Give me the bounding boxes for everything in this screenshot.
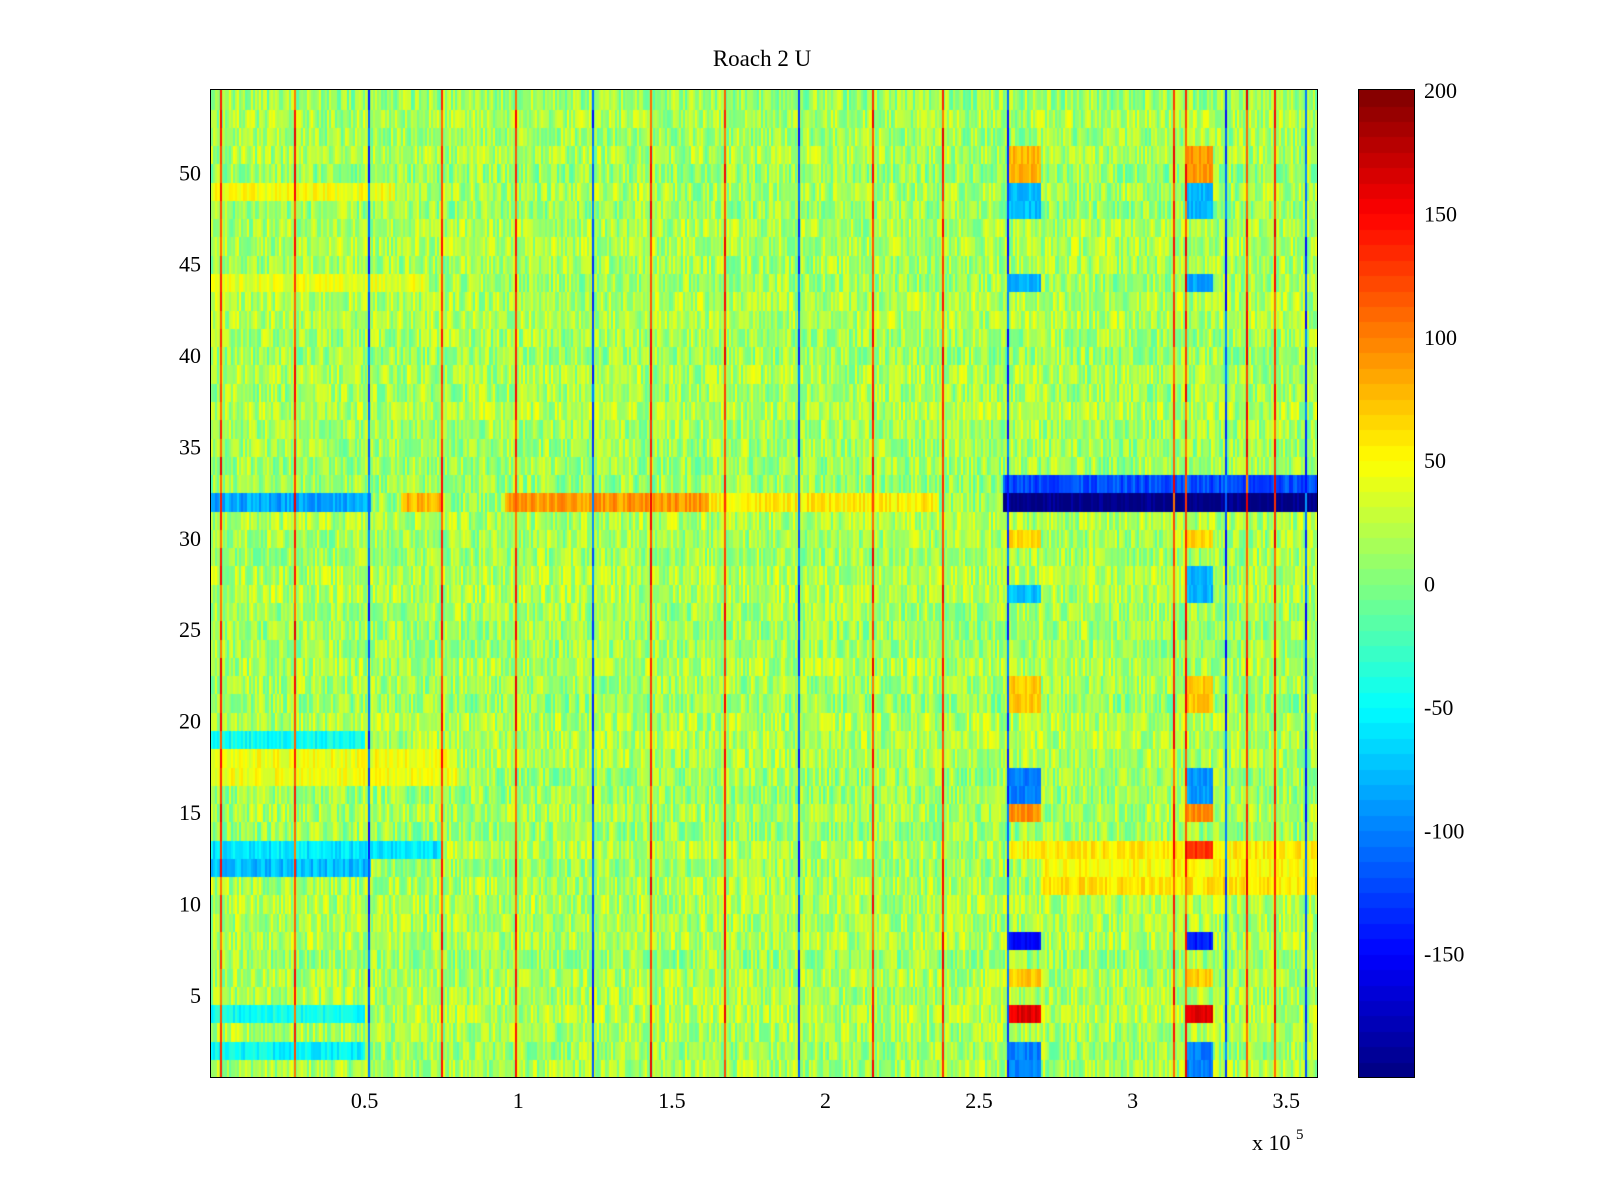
y-tick-label: 5 — [190, 983, 201, 1008]
y-tick-label: 40 — [179, 343, 201, 368]
colorbar-tick-label: 200 — [1424, 78, 1457, 103]
x-tick-label: 2.5 — [965, 1088, 993, 1113]
colorbar-tick-label: -100 — [1424, 818, 1464, 843]
chart-title: Roach 2 U — [713, 46, 812, 71]
colorbar-tick-label: -150 — [1424, 942, 1464, 967]
x-axis-multiplier-base: x 10 — [1252, 1130, 1291, 1155]
x-axis-multiplier-exponent: 5 — [1296, 1127, 1304, 1143]
x-tick-label: 3 — [1127, 1088, 1138, 1113]
y-tick-label: 45 — [179, 252, 201, 277]
y-tick-label: 30 — [179, 526, 201, 551]
plot-axes-box — [210, 89, 1318, 1078]
y-tick-label: 20 — [179, 709, 201, 734]
colorbar-tick-label: 50 — [1424, 448, 1446, 473]
y-tick-label: 10 — [179, 891, 201, 916]
y-axis-ticks: 5 10 15 20 25 30 35 40 45 50 — [179, 160, 1317, 1008]
colorbar-tick-label: 0 — [1424, 572, 1435, 597]
heatmap-image — [211, 90, 1317, 1077]
x-tick-label: 0.5 — [351, 1088, 379, 1113]
x-tick-label: 1.5 — [658, 1088, 686, 1113]
colorbar-tick-label: 100 — [1424, 325, 1457, 350]
y-tick-label: 25 — [179, 617, 201, 642]
y-tick-label: 50 — [179, 160, 201, 185]
colorbar-ticks: 200 150 100 50 0 -50 -100 -150 — [1359, 78, 1464, 967]
colorbar-box — [1358, 89, 1415, 1078]
colorbar-tick-label: 150 — [1424, 201, 1457, 226]
y-tick-label: 35 — [179, 434, 201, 459]
y-tick-label: 15 — [179, 800, 201, 825]
x-tick-label: 3.5 — [1273, 1088, 1301, 1113]
x-tick-label: 1 — [513, 1088, 524, 1113]
colorbar-gradient — [1359, 90, 1414, 1077]
colorbar-tick-label: -50 — [1424, 695, 1453, 720]
x-tick-label: 2 — [820, 1088, 831, 1113]
x-axis-multiplier: x 10 5 — [1252, 1127, 1304, 1155]
